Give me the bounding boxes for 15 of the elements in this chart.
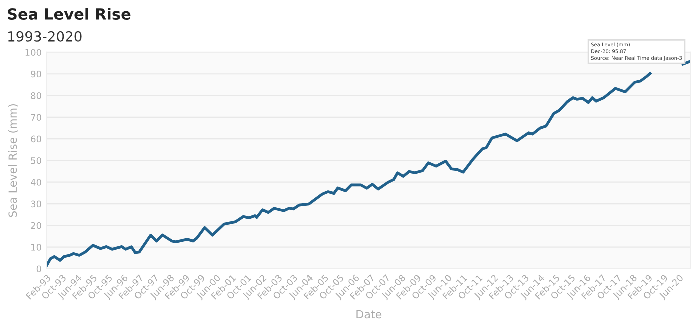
y-tick-label: 40: [30, 179, 42, 186]
y-tick-label: 100: [26, 49, 42, 56]
x-axis-title: Date: [356, 310, 382, 319]
y-tick-label: 10: [32, 244, 42, 251]
y-tick-label: 90: [31, 70, 42, 78]
y-tick-label: 50: [31, 157, 42, 164]
y-axis-title: Sea Level Rise (mm): [8, 104, 18, 218]
y-tick-label: 20: [31, 222, 42, 230]
y-tick-label: 80: [31, 92, 42, 100]
y-tick-label: 60: [31, 136, 42, 143]
y-tick-label: 70: [31, 114, 42, 121]
chart-title: Sea Level Rise: [8, 8, 131, 20]
chart-subtitle: 1993-2020: [8, 31, 82, 42]
y-tick-label: 0: [36, 266, 42, 273]
y-tick-label: 30: [31, 200, 42, 208]
